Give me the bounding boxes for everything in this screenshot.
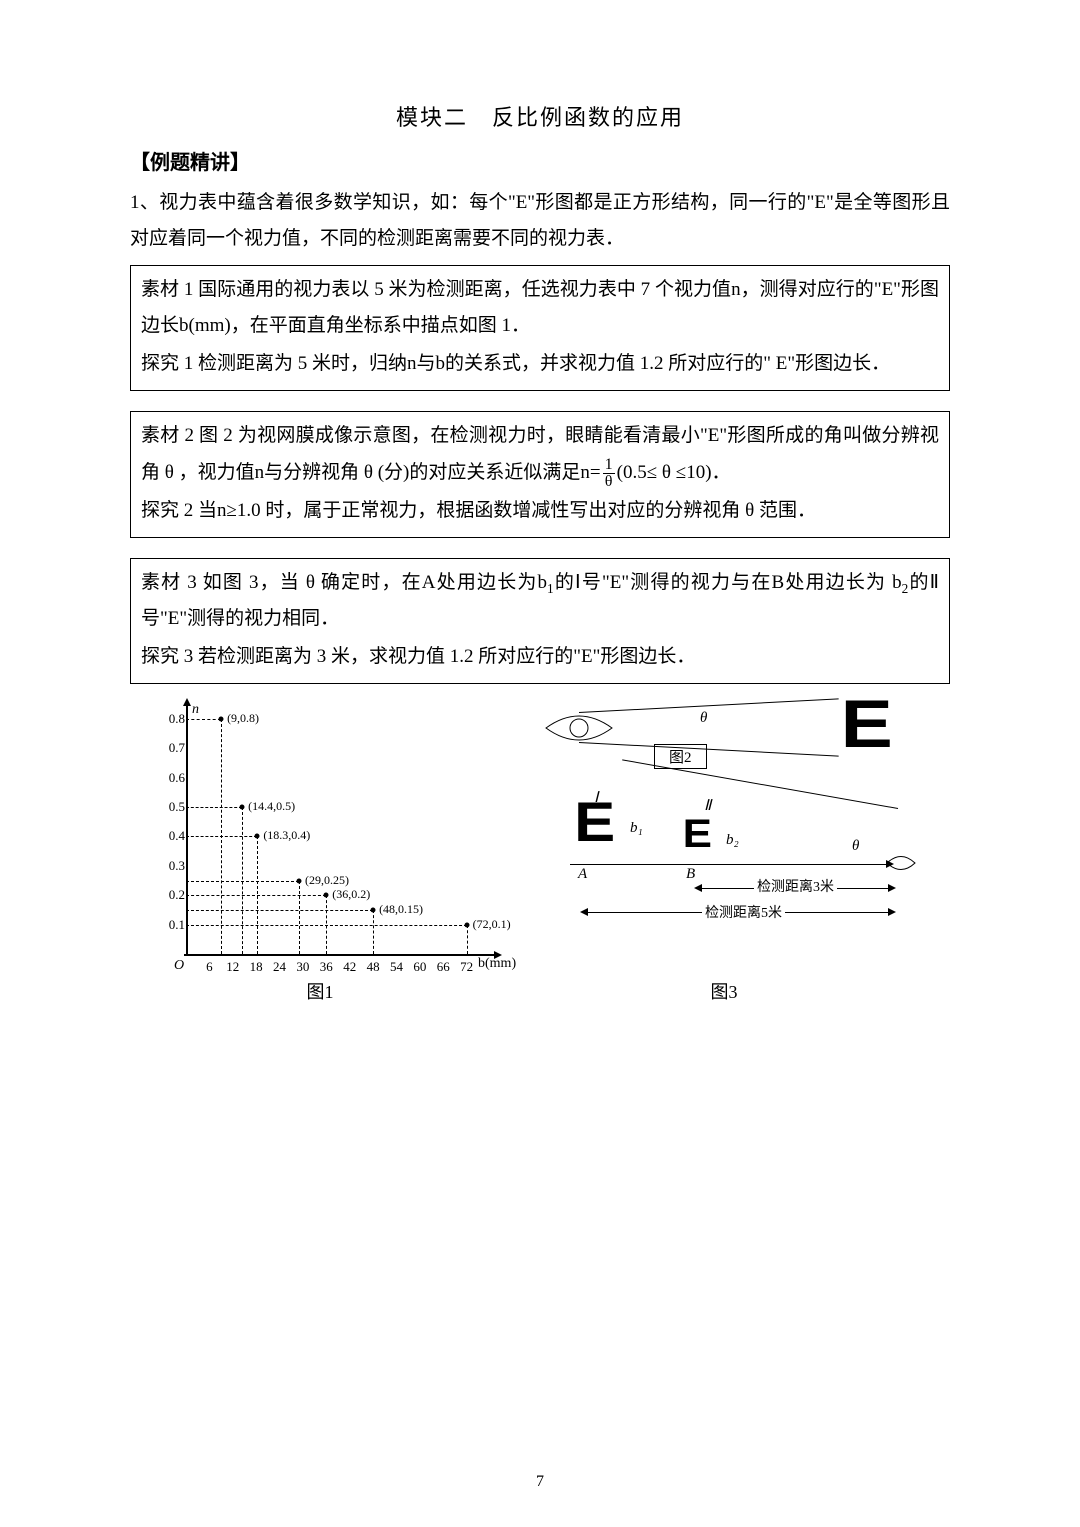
x-axis-label: b(mm)	[478, 956, 516, 972]
y-axis-arrow-icon	[183, 698, 191, 706]
fig2-e-glyph-icon: E	[841, 690, 893, 758]
x-tick-label: 60	[413, 959, 426, 975]
fig2-line-bot	[579, 742, 839, 757]
inquiry-2-text: 探究 2 当n≥1.0 时，属于正常视力，根据函数增减性写出对应的分辨视角 θ …	[141, 493, 939, 529]
data-point	[255, 834, 260, 839]
material-3-b: 的Ⅰ号"E"测得的视力与在B处用边长为 b	[554, 572, 902, 593]
y-tick-label: 0.4	[169, 828, 185, 844]
y-axis-line	[186, 704, 188, 956]
material-2-part-a: 素材 2 图 2 为视网膜成像示意图，在检测视力时，眼睛能看清最小"E"形图所成…	[141, 425, 939, 482]
fig2-line-top	[579, 698, 839, 713]
x-tick-label: 48	[367, 959, 380, 975]
data-point	[219, 716, 224, 721]
figure-3-caption: 图3	[534, 978, 914, 1004]
material-box-2: 素材 2 图 2 为视网膜成像示意图，在检测视力时，眼睛能看清最小"E"形图所成…	[130, 411, 950, 537]
material-3-text: 素材 3 如图 3，当 θ 确定时，在A处用边长为b1的Ⅰ号"E"测得的视力与在…	[141, 565, 939, 637]
module-title: 模块二 反比例函数的应用	[130, 100, 950, 132]
material-1-text: 素材 1 国际通用的视力表以 5 米为检测距离，任选视力表中 7 个视力值n，测…	[141, 272, 939, 344]
dashed-guide-h	[186, 807, 242, 808]
dashed-guide-h	[186, 836, 257, 837]
dashed-guide-h	[186, 881, 299, 882]
data-point	[371, 907, 376, 912]
fig3-sightline-top	[622, 759, 898, 809]
intro-paragraph: 1、视力表中蕴含着很多数学知识，如：每个"E"形图都是正方形结构，同一行的"E"…	[130, 185, 950, 257]
fraction-1-over-theta: 1θ	[603, 457, 615, 490]
diagram-3: θ E 图2 Ⅰ Ⅱ E b₁ E b₂ A B	[534, 704, 914, 974]
fig3-theta-label: θ	[852, 838, 859, 855]
y-tick-label: 0.8	[169, 711, 185, 727]
point-label: (36,0.2)	[332, 887, 370, 902]
point-label: (72,0.1)	[473, 917, 511, 932]
data-point	[297, 878, 302, 883]
y-tick-label: 0.3	[169, 858, 185, 874]
x-tick-label: 66	[437, 959, 450, 975]
dashed-guide-v	[373, 910, 374, 954]
figure-2-caption: 图2	[654, 744, 707, 769]
fig3-sight-arrow-icon	[886, 860, 894, 868]
y-tick-label: 0.7	[169, 740, 185, 756]
x-tick-label: 24	[273, 959, 286, 975]
point-label: (18.3,0.4)	[263, 828, 310, 843]
figures-row: n O b(mm) 0.1 0.2 0.3 0.4 0.5 0.6 0.7 0.8 6 12 18 2…	[130, 704, 950, 1004]
scatter-plot: n O b(mm) 0.10.20.30.40.50.60.70.8612182…	[150, 704, 510, 974]
fig3-dist3-arrowR-icon	[888, 884, 896, 892]
x-axis-line	[184, 954, 496, 956]
figure-1-caption: 图1	[130, 978, 510, 1004]
dashed-guide-v	[299, 881, 300, 955]
dashed-guide-h	[186, 895, 326, 896]
fraction-denominator: θ	[603, 474, 615, 490]
x-tick-label: 30	[296, 959, 309, 975]
y-tick-label: 0.1	[169, 917, 185, 933]
page-number: 7	[0, 1473, 1080, 1491]
x-tick-label: 36	[320, 959, 333, 975]
point-label: (14.4,0.5)	[248, 799, 295, 814]
point-label: (29,0.25)	[305, 873, 349, 888]
point-label: (9,0.8)	[227, 711, 259, 726]
y-tick-label: 0.2	[169, 887, 185, 903]
fig3-ground-line	[570, 864, 890, 865]
fig3-B-label: B	[686, 866, 695, 883]
fig3-e2-glyph-icon: E	[683, 814, 712, 854]
figure-2-3-container: θ E 图2 Ⅰ Ⅱ E b₁ E b₂ A B	[534, 704, 914, 1004]
material-box-3: 素材 3 如图 3，当 θ 确定时，在A处用边长为b1的Ⅰ号"E"测得的视力与在…	[130, 558, 950, 684]
fig3-dist5-arrowR-icon	[888, 908, 896, 916]
dashed-guide-h	[186, 719, 221, 720]
fraction-numerator: 1	[603, 457, 615, 474]
x-tick-label: 72	[460, 959, 473, 975]
material-box-1: 素材 1 国际通用的视力表以 5 米为检测距离，任选视力表中 7 个视力值n，测…	[130, 265, 950, 391]
dashed-guide-h	[186, 910, 373, 911]
x-tick-label: 18	[250, 959, 263, 975]
data-point	[240, 804, 245, 809]
material-2-part-b: (0.5≤ θ ≤10)．	[617, 462, 731, 483]
x-tick-label: 54	[390, 959, 403, 975]
figure-1-container: n O b(mm) 0.10.20.30.40.50.60.70.8612182…	[130, 704, 510, 1004]
point-label: (48,0.15)	[379, 902, 423, 917]
y-axis-label: n	[192, 702, 199, 718]
page: 模块二 反比例函数的应用 【例题精讲】 1、视力表中蕴含着很多数学知识，如：每个…	[0, 0, 1080, 1527]
x-tick-label: 42	[343, 959, 356, 975]
origin-label: O	[174, 958, 184, 974]
data-point	[324, 893, 329, 898]
y-tick-label: 0.5	[169, 799, 185, 815]
inquiry-3-text: 探究 3 若检测距离为 3 米，求视力值 1.2 所对应行的"E"形图边长．	[141, 639, 939, 675]
fig3-A-label: A	[578, 866, 587, 883]
material-2-text: 素材 2 图 2 为视网膜成像示意图，在检测视力时，眼睛能看清最小"E"形图所成…	[141, 418, 939, 490]
y-tick-label: 0.6	[169, 770, 185, 786]
data-point	[464, 922, 469, 927]
material-3-a: 素材 3 如图 3，当 θ 确定时，在A处用边长为b	[141, 572, 547, 593]
fig3-dist5-text: 检测距离5米	[702, 902, 785, 922]
x-tick-label: 12	[226, 959, 239, 975]
fig3-b2-label: b₂	[726, 832, 739, 849]
x-tick-label: 6	[206, 959, 213, 975]
fig3-dist3-text: 检测距离3米	[754, 876, 837, 896]
section-heading: 【例题精讲】	[130, 146, 950, 175]
fig3-e1-glyph-icon: E	[574, 794, 615, 850]
fig3-b1-label: b₁	[630, 820, 643, 837]
inquiry-1-text: 探究 1 检测距离为 5 米时，归纳n与b的关系式，并求视力值 1.2 所对应行…	[141, 346, 939, 382]
fig2-theta-label: θ	[700, 710, 707, 727]
dashed-guide-v	[467, 925, 468, 954]
dashed-guide-h	[186, 925, 467, 926]
